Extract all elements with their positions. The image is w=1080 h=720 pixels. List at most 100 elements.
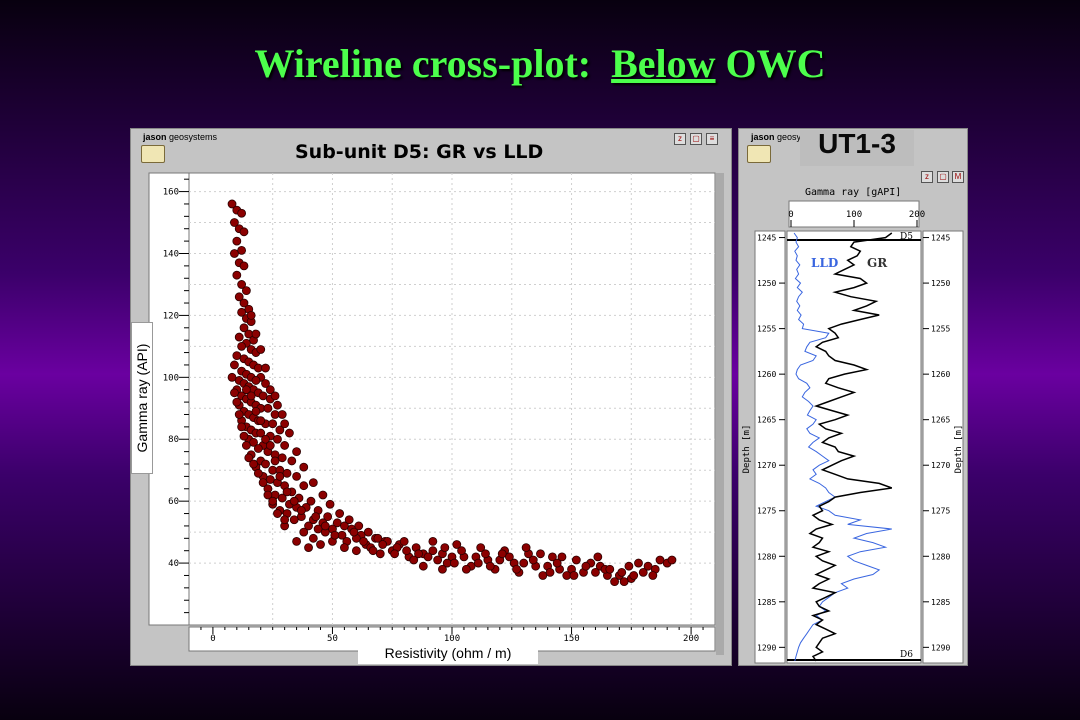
y-tick-label: 40 xyxy=(168,559,179,569)
title-suffix: OWC xyxy=(715,41,826,86)
data-point xyxy=(251,376,261,385)
title-underlined-word: Below xyxy=(611,41,716,86)
menu-icon[interactable]: ≡ xyxy=(706,133,718,145)
data-point xyxy=(452,540,462,549)
data-point xyxy=(344,515,354,525)
data-point xyxy=(251,406,261,416)
data-point xyxy=(433,555,443,565)
depth-label: 1245 xyxy=(757,234,776,243)
data-point xyxy=(414,549,423,559)
data-point xyxy=(504,552,514,562)
data-point xyxy=(528,555,538,565)
data-point xyxy=(638,567,648,577)
lld-curve xyxy=(793,232,892,662)
depth-label: 1250 xyxy=(931,279,950,288)
data-point xyxy=(246,391,256,401)
data-point xyxy=(241,441,251,450)
crossplot-chart: Sub-unit D5: GR vs LLD 40 60 80 100 120 140 16… xyxy=(148,141,716,652)
data-point xyxy=(476,543,486,553)
data-point xyxy=(261,434,270,444)
data-point xyxy=(285,428,294,438)
top-marker: D5 xyxy=(900,232,913,242)
data-point xyxy=(256,416,266,426)
folder-icon[interactable] xyxy=(747,145,771,163)
data-point xyxy=(239,323,249,333)
data-point xyxy=(299,462,309,472)
crossplot-points xyxy=(227,199,677,587)
data-point xyxy=(230,388,239,398)
data-point xyxy=(359,537,368,546)
data-point xyxy=(428,537,438,546)
restore-icon[interactable]: ▢ xyxy=(937,171,949,183)
depth-label: 1285 xyxy=(757,598,776,607)
data-point xyxy=(418,561,428,571)
x-axis-label: Resistivity (ohm / m) xyxy=(358,642,538,664)
data-point xyxy=(241,286,251,296)
data-point xyxy=(519,558,529,568)
data-point xyxy=(368,546,378,556)
zoom-icon[interactable]: z xyxy=(921,171,933,183)
data-point xyxy=(227,199,237,209)
x-tick-label: 150 xyxy=(563,634,579,644)
restore-icon[interactable]: ▢ xyxy=(690,133,702,145)
data-point xyxy=(251,329,261,339)
bottom-marker: D6 xyxy=(900,650,913,660)
y-tick-label: 60 xyxy=(168,497,179,507)
data-point xyxy=(521,543,531,553)
zoom-icon[interactable]: z xyxy=(674,133,686,145)
data-point xyxy=(473,558,483,568)
data-point xyxy=(237,280,246,289)
data-point xyxy=(318,490,328,500)
gr-scale-label: 0 xyxy=(788,210,793,220)
gr-scale-label: 100 xyxy=(846,210,862,220)
depth-label: 1275 xyxy=(757,507,776,516)
data-point xyxy=(289,496,299,506)
data-point xyxy=(423,552,433,562)
vertical-scrollbar[interactable] xyxy=(716,173,724,655)
data-point xyxy=(304,521,313,531)
data-point xyxy=(263,403,273,413)
folder-icon[interactable] xyxy=(141,145,165,163)
data-point xyxy=(265,385,275,395)
data-point xyxy=(232,270,242,280)
data-point xyxy=(617,567,627,577)
data-point xyxy=(253,468,263,478)
data-point xyxy=(667,555,677,565)
data-point xyxy=(332,518,342,528)
data-point xyxy=(354,521,364,531)
data-point xyxy=(263,490,273,500)
log-track xyxy=(786,230,922,664)
data-point xyxy=(249,437,258,447)
y-tick-label: 120 xyxy=(163,311,179,321)
data-point xyxy=(399,537,409,546)
data-point xyxy=(270,456,280,466)
data-point xyxy=(261,379,270,388)
maximize-icon[interactable]: M xyxy=(952,171,964,183)
data-point xyxy=(299,527,309,537)
data-point xyxy=(373,533,383,543)
crossplot-y-axis: 40 60 80 100 120 140 160 xyxy=(163,178,189,614)
x-tick-label: 100 xyxy=(444,634,460,644)
data-point xyxy=(655,555,665,565)
log-window: jason geosy z ▢ M Gamma ray [gAPI] 0 100 2… xyxy=(738,128,968,666)
gr-scale-label: 200 xyxy=(909,210,925,220)
depth-label: 1290 xyxy=(931,643,950,652)
y-axis-label: Gamma ray (API) xyxy=(134,343,150,453)
data-point xyxy=(282,487,292,497)
data-point xyxy=(258,391,268,401)
data-point xyxy=(256,345,266,354)
data-point xyxy=(648,571,658,580)
y-tick-label: 100 xyxy=(163,373,179,383)
data-point xyxy=(232,397,242,407)
data-point xyxy=(253,444,263,453)
well-log-chart: Gamma ray [gAPI] 0 100 200 1245 1245 1250 125… xyxy=(742,187,964,664)
data-point xyxy=(325,499,335,509)
log-x-axis: 0 100 200 xyxy=(788,210,925,227)
data-point xyxy=(481,549,490,559)
data-point xyxy=(378,540,388,549)
data-point xyxy=(619,577,629,587)
data-point xyxy=(237,341,246,351)
data-point xyxy=(234,332,244,342)
well-label: UT1-3 xyxy=(800,130,914,166)
data-point xyxy=(629,571,639,580)
